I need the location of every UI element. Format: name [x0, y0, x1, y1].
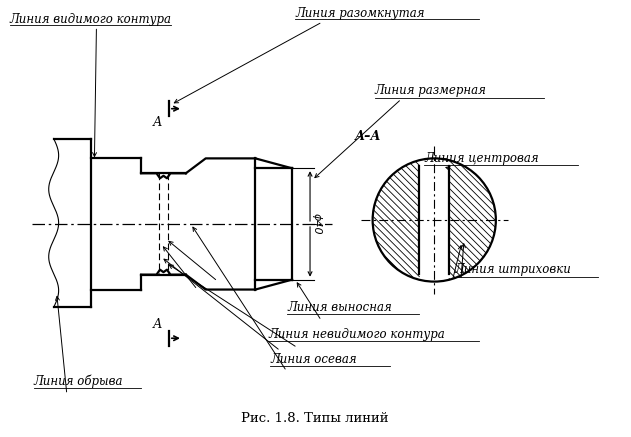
Text: Линия видимого контура: Линия видимого контура [10, 13, 172, 26]
Text: А: А [152, 116, 162, 129]
Text: Линия центровая: Линия центровая [424, 152, 539, 165]
Text: Линия невидимого контура: Линия невидимого контура [268, 328, 445, 341]
Text: Линия осевая: Линия осевая [270, 353, 357, 366]
Text: А: А [152, 318, 162, 331]
Text: Линия размерная: Линия размерная [375, 84, 487, 97]
Text: Линия обрыва: Линия обрыва [34, 374, 123, 388]
Text: Линия выносная: Линия выносная [287, 301, 392, 314]
Text: ϕ40: ϕ40 [312, 213, 322, 235]
Text: Линия штриховки: Линия штриховки [454, 263, 571, 276]
Text: Линия разомкнутая: Линия разомкнутая [295, 7, 425, 20]
Text: Рис. 1.8. Типы линий: Рис. 1.8. Типы линий [241, 412, 389, 425]
Text: А–А: А–А [355, 131, 381, 143]
